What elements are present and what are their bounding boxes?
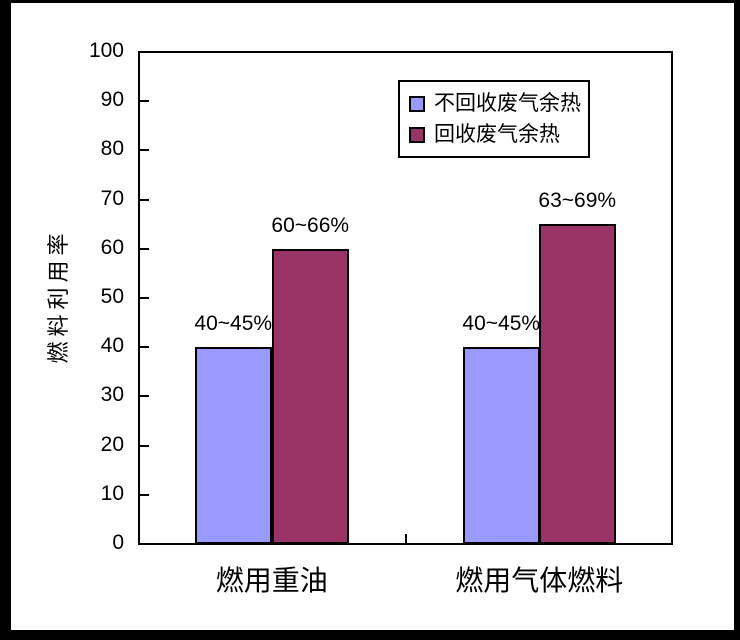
bar-data-label: 40~45%: [462, 312, 541, 335]
y-tick-label: 80: [100, 137, 124, 161]
y-tick-mark: [140, 444, 149, 447]
y-tick-mark: [140, 198, 149, 201]
category-tick-mark: [405, 534, 407, 544]
y-tick-label: 0: [112, 531, 124, 554]
legend-label: 不回收废气余热: [434, 91, 581, 115]
legend-item: 回收废气余热: [409, 123, 588, 147]
y-tick-label: 40: [100, 334, 124, 358]
y-tick-label: 20: [100, 432, 124, 456]
y-tick-mark: [140, 247, 149, 250]
y-tick-label: 70: [100, 186, 124, 210]
y-tick-mark: [140, 100, 149, 103]
legend-swatch-icon: [409, 95, 425, 112]
y-tick-mark: [140, 346, 149, 349]
y-tick-mark: [140, 149, 149, 152]
y-tick-mark: [140, 493, 149, 496]
legend-swatch-icon: [409, 126, 425, 143]
y-tick-mark: [140, 297, 149, 299]
bar-data-label: 63~69%: [538, 189, 617, 212]
bar: [195, 347, 272, 544]
y-tick-mark: [140, 395, 149, 398]
y-tick-label: 30: [100, 383, 124, 407]
legend: 不回收废气余热 回收废气余热: [398, 80, 590, 158]
category-label: 燃用重油: [215, 565, 328, 596]
bar-data-label: 40~45%: [194, 312, 273, 335]
legend-label: 回收废气余热: [434, 122, 560, 146]
legend-item: 不回收废气余热: [409, 92, 588, 116]
y-tick-label: 50: [100, 285, 124, 308]
category-label: 燃用气体燃料: [455, 565, 624, 596]
bar: [463, 347, 540, 544]
y-tick-label: 100: [88, 39, 124, 62]
y-tick-label: 90: [100, 88, 124, 112]
bar: [272, 249, 349, 544]
y-tick-label: 60: [100, 235, 124, 259]
bar-data-label: 60~66%: [271, 214, 350, 237]
bar: [539, 224, 616, 544]
y-tick-label: 10: [100, 481, 124, 505]
